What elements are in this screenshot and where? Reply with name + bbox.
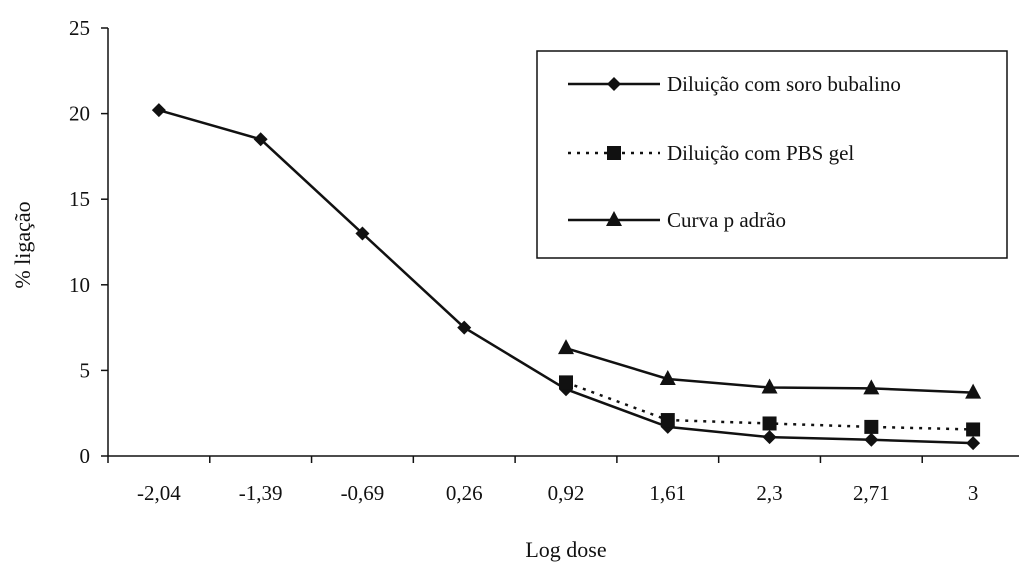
series-layer <box>151 103 982 451</box>
x-tick-label: -2,04 <box>137 481 181 505</box>
legend-item: Curva p adrão <box>568 208 786 232</box>
legend-item: Diluição com soro bubalino <box>568 72 901 96</box>
series-line <box>565 381 974 431</box>
series-triangle <box>558 339 982 399</box>
legend-item: Diluição com PBS gel <box>568 141 854 165</box>
data-point-diamond <box>457 320 472 335</box>
y-tick-label: 10 <box>69 273 90 297</box>
x-tick-label: 2,3 <box>756 481 782 505</box>
triangle-marker-icon <box>606 211 622 226</box>
data-point-square <box>864 419 879 434</box>
square-marker-icon <box>607 146 621 160</box>
y-tick-label: 25 <box>69 16 90 40</box>
axes <box>107 28 1019 457</box>
y-tick-label: 0 <box>80 444 91 468</box>
data-point-diamond <box>355 226 370 241</box>
series-square <box>559 375 981 437</box>
x-tick-label: 3 <box>968 481 979 505</box>
x-axis-title: Log dose <box>525 537 606 562</box>
y-tick-label: 20 <box>69 102 90 126</box>
y-ticks: 0 5 10 15 20 25 <box>69 16 108 468</box>
legend-label: Diluição com soro bubalino <box>667 72 901 96</box>
x-tick-label: 0,26 <box>446 481 483 505</box>
x-ticks: -2,04 -1,39 -0,69 0,26 0,92 1,61 2,3 2,71 3 <box>107 456 979 505</box>
data-point-diamond <box>966 436 981 451</box>
data-point-square <box>660 413 675 428</box>
x-tick-label: 1,61 <box>649 481 686 505</box>
legend-label: Curva p adrão <box>667 208 786 232</box>
data-point-triangle <box>659 369 676 385</box>
data-point-square <box>762 416 777 431</box>
data-point-triangle <box>761 378 778 394</box>
x-tick-label: 0,92 <box>548 481 585 505</box>
x-tick-label: -0,69 <box>341 481 385 505</box>
data-point-square <box>966 422 981 437</box>
diamond-marker-icon <box>607 77 621 91</box>
data-point-diamond <box>253 132 268 147</box>
legend: Diluição com soro bubalino Diluição com … <box>536 50 1008 259</box>
data-point-diamond <box>762 430 777 445</box>
legend-label: Diluição com PBS gel <box>667 141 854 165</box>
data-point-triangle <box>558 339 574 355</box>
y-axis-title: % ligação <box>10 201 35 288</box>
data-point-square <box>559 375 573 390</box>
data-point-diamond <box>151 103 166 118</box>
data-point-diamond <box>864 432 879 447</box>
x-tick-label: -1,39 <box>239 481 283 505</box>
y-tick-label: 15 <box>69 187 90 211</box>
y-tick-label: 5 <box>80 358 91 382</box>
data-point-triangle <box>863 379 880 395</box>
data-point-triangle <box>965 383 982 399</box>
x-tick-label: 2,71 <box>853 481 890 505</box>
